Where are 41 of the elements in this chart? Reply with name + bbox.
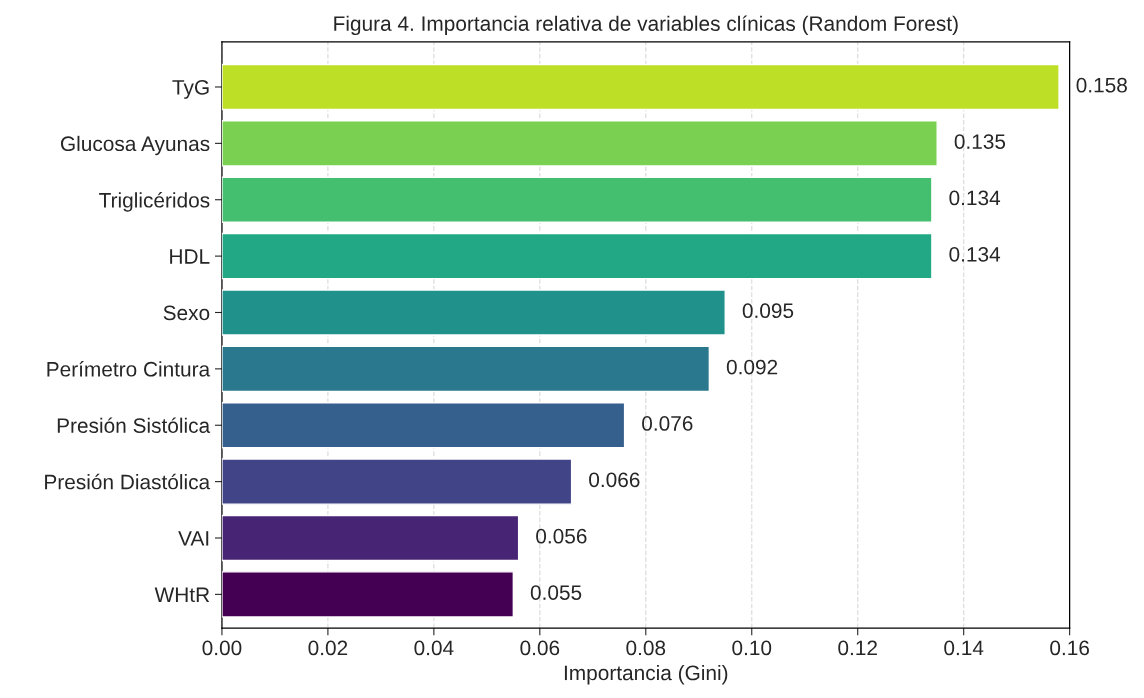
data-label: 0.134: [949, 190, 1001, 206]
x-tick-label: 0.12: [838, 640, 877, 656]
data-label: 0.066: [589, 472, 640, 488]
y-tick-label: WHtR: [154, 587, 210, 603]
y-tick-label: Presión Sistólica: [57, 417, 211, 433]
x-tick-label: 0.04: [414, 640, 454, 656]
data-label: 0.055: [530, 585, 582, 600]
y-tick-label: Presión Diastólica: [45, 473, 211, 490]
data-label: 0.135: [954, 134, 1006, 149]
y-tick-label: HDL: [170, 249, 210, 264]
x-tick-label: 0.14: [944, 640, 984, 656]
y-tick-label: VAI: [178, 531, 209, 546]
bar: [221, 345, 711, 393]
bar: [221, 176, 933, 223]
y-tick-label: Sexo: [163, 305, 210, 321]
bar: [221, 63, 1060, 111]
bar: [221, 120, 938, 167]
x-tick-label: 0.10: [732, 640, 772, 656]
x-tick-label: 0.02: [308, 640, 348, 656]
data-label: 0.076: [642, 416, 693, 431]
bar: [221, 458, 573, 505]
data-label: 0.134: [949, 246, 1001, 262]
bar: [221, 289, 726, 336]
bar: [221, 514, 520, 562]
x-tick-label: 0.16: [1050, 640, 1089, 656]
data-label: 0.095: [742, 303, 794, 319]
y-tick-label: Glucosa Ayunas: [60, 135, 210, 156]
x-tick-label: 0.08: [626, 640, 666, 656]
bar: [221, 571, 515, 618]
data-label: 0.158: [1076, 77, 1127, 93]
x-tick-label: 0.00: [202, 640, 242, 656]
y-tick-label: Perímetro Cintura: [47, 361, 211, 377]
data-label: 0.056: [536, 528, 587, 544]
x-axis-title: Importancia (Gini): [564, 664, 728, 685]
chart-title: Figura 4. Importancia relativa de variables clínicas (Random Forest): [334, 15, 958, 36]
y-tick-label: TyG: [172, 79, 209, 99]
bar: [221, 401, 626, 449]
data-label: 0.092: [726, 359, 778, 375]
bar: [221, 232, 933, 280]
x-tick-label: 0.06: [520, 640, 560, 656]
y-tick-label: Triglicéridos: [99, 192, 210, 212]
